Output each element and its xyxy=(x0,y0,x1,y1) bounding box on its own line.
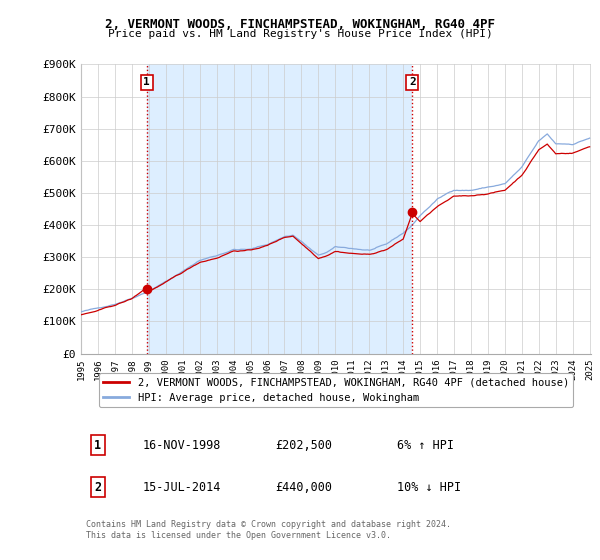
Text: 1: 1 xyxy=(94,438,101,452)
Text: £440,000: £440,000 xyxy=(275,480,332,493)
Text: £202,500: £202,500 xyxy=(275,438,332,452)
Legend: 2, VERMONT WOODS, FINCHAMPSTEAD, WOKINGHAM, RG40 4PF (detached house), HPI: Aver: 2, VERMONT WOODS, FINCHAMPSTEAD, WOKINGH… xyxy=(99,374,573,407)
Text: 2, VERMONT WOODS, FINCHAMPSTEAD, WOKINGHAM, RG40 4PF: 2, VERMONT WOODS, FINCHAMPSTEAD, WOKINGH… xyxy=(105,18,495,31)
Text: 2: 2 xyxy=(94,480,101,493)
Bar xyxy=(147,64,412,353)
Text: 6% ↑ HPI: 6% ↑ HPI xyxy=(397,438,454,452)
Text: Price paid vs. HM Land Registry's House Price Index (HPI): Price paid vs. HM Land Registry's House … xyxy=(107,29,493,39)
Text: Contains HM Land Registry data © Crown copyright and database right 2024.
This d: Contains HM Land Registry data © Crown c… xyxy=(86,520,451,540)
Text: 10% ↓ HPI: 10% ↓ HPI xyxy=(397,480,461,493)
Text: 1: 1 xyxy=(143,77,150,87)
Text: 16-NOV-1998: 16-NOV-1998 xyxy=(142,438,221,452)
Text: 2: 2 xyxy=(409,77,416,87)
Text: 15-JUL-2014: 15-JUL-2014 xyxy=(142,480,221,493)
